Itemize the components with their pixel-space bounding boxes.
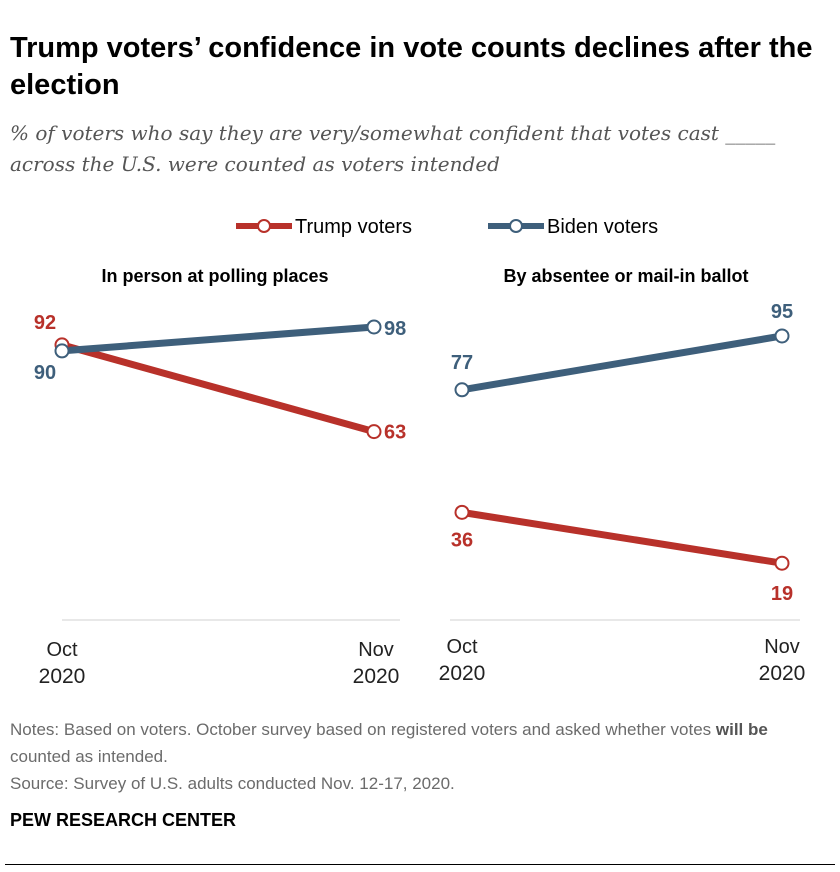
x-tick-label: 2020 — [439, 662, 486, 685]
data-point-biden — [54, 343, 70, 359]
notes: Notes: Based on voters. October survey b… — [10, 716, 830, 797]
x-tick-label: 2020 — [759, 662, 806, 685]
data-point-trump — [366, 424, 382, 440]
x-tick-label: Oct — [446, 636, 478, 658]
x-tick-label: Nov — [764, 636, 800, 658]
panel-title: By absentee or mail-in ballot — [503, 266, 748, 286]
notes-text-end: counted as intended. — [10, 747, 168, 766]
legend-marker-1 — [509, 219, 523, 233]
data-label: 95 — [771, 301, 793, 323]
series-line-trump — [461, 508, 783, 567]
notes-text: Notes: Based on voters. October survey b… — [10, 720, 716, 739]
source: Source: Survey of U.S. adults conducted … — [10, 774, 455, 793]
data-label: 19 — [771, 583, 793, 605]
data-point-biden — [774, 328, 790, 344]
data-point-biden — [366, 319, 382, 335]
brand-logo: PEW RESEARCH CENTER — [10, 810, 237, 830]
data-point-biden — [454, 382, 470, 398]
chart-title: Trump voters’ confidence in vote counts … — [10, 32, 813, 101]
x-tick-label: Oct — [46, 639, 78, 661]
x-tick-label: Nov — [358, 639, 394, 661]
data-label: 90 — [34, 362, 56, 384]
series-line-trump — [61, 341, 375, 436]
legend-marker-0 — [257, 219, 271, 233]
data-point-trump — [774, 555, 790, 571]
series-line-biden — [461, 332, 783, 394]
legend-label: Biden voters — [547, 216, 658, 238]
data-label: 36 — [451, 529, 473, 551]
data-label: 92 — [34, 312, 56, 334]
data-point-trump — [454, 504, 470, 520]
bottom-rule — [5, 864, 835, 865]
notes-bold: will be — [715, 720, 768, 739]
x-tick-label: 2020 — [353, 665, 400, 688]
panel-title: In person at polling places — [101, 266, 328, 286]
data-label: 77 — [451, 352, 473, 374]
data-label: 98 — [384, 318, 406, 340]
legend-label: Trump voters — [295, 216, 412, 238]
data-label: 63 — [384, 422, 406, 444]
chart-subtitle: % of voters who say they are very/somewh… — [10, 121, 776, 176]
series-line-biden — [61, 323, 375, 355]
x-tick-label: 2020 — [39, 665, 86, 688]
